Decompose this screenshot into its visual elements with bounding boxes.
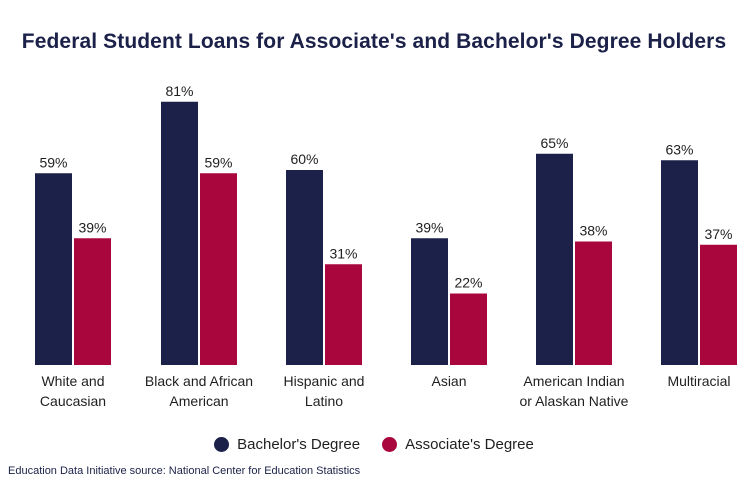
- category-label-2: Hispanic and Latino: [284, 373, 365, 409]
- bar-associates-4: [575, 241, 612, 365]
- category-label-3: Asian: [431, 373, 466, 389]
- bar-associates-2: [325, 264, 362, 365]
- category-label-4: American Indian or Alaskan Native: [520, 373, 629, 409]
- category-label-0: White and Caucasian: [40, 373, 106, 409]
- data-label-associates-1: 59%: [204, 154, 232, 170]
- bar-bachelors-0: [35, 173, 72, 365]
- data-label-bachelors-5: 63%: [665, 141, 693, 157]
- legend-label-bachelors: Bachelor's Degree: [237, 436, 361, 453]
- category-label-1: Black and African American: [145, 373, 253, 409]
- legend-item-associates: Associate's Degree: [382, 436, 534, 453]
- data-label-bachelors-0: 59%: [39, 154, 67, 170]
- data-label-bachelors-1: 81%: [165, 83, 193, 99]
- bar-associates-0: [74, 238, 111, 365]
- bar-associates-3: [450, 293, 487, 365]
- bar-bachelors-2: [286, 170, 323, 365]
- bar-associates-5: [700, 244, 737, 365]
- bar-bachelors-5: [661, 160, 698, 365]
- data-label-associates-5: 37%: [704, 226, 732, 242]
- bar-bachelors-4: [536, 153, 573, 365]
- legend-label-associates: Associate's Degree: [405, 436, 534, 453]
- data-label-bachelors-4: 65%: [540, 135, 568, 151]
- data-label-associates-0: 39%: [78, 219, 106, 235]
- legend: Bachelor's Degree Associate's Degree: [0, 436, 748, 453]
- legend-swatch-associates: [382, 437, 398, 452]
- source-note: Education Data Initiative source: Nation…: [8, 465, 361, 477]
- data-label-associates-4: 38%: [579, 223, 607, 239]
- category-label-5: Multiracial: [667, 373, 730, 389]
- legend-swatch-bachelors: [214, 437, 230, 452]
- chart-title: Federal Student Loans for Associate's an…: [21, 30, 727, 53]
- bar-bachelors-3: [411, 238, 448, 365]
- bar-associates-1: [200, 173, 237, 365]
- data-label-bachelors-3: 39%: [415, 219, 443, 235]
- bar-bachelors-1: [161, 101, 198, 365]
- legend-item-bachelors: Bachelor's Degree: [214, 436, 360, 453]
- data-label-associates-3: 22%: [454, 275, 482, 291]
- data-label-bachelors-2: 60%: [290, 151, 318, 167]
- data-label-associates-2: 31%: [329, 245, 357, 261]
